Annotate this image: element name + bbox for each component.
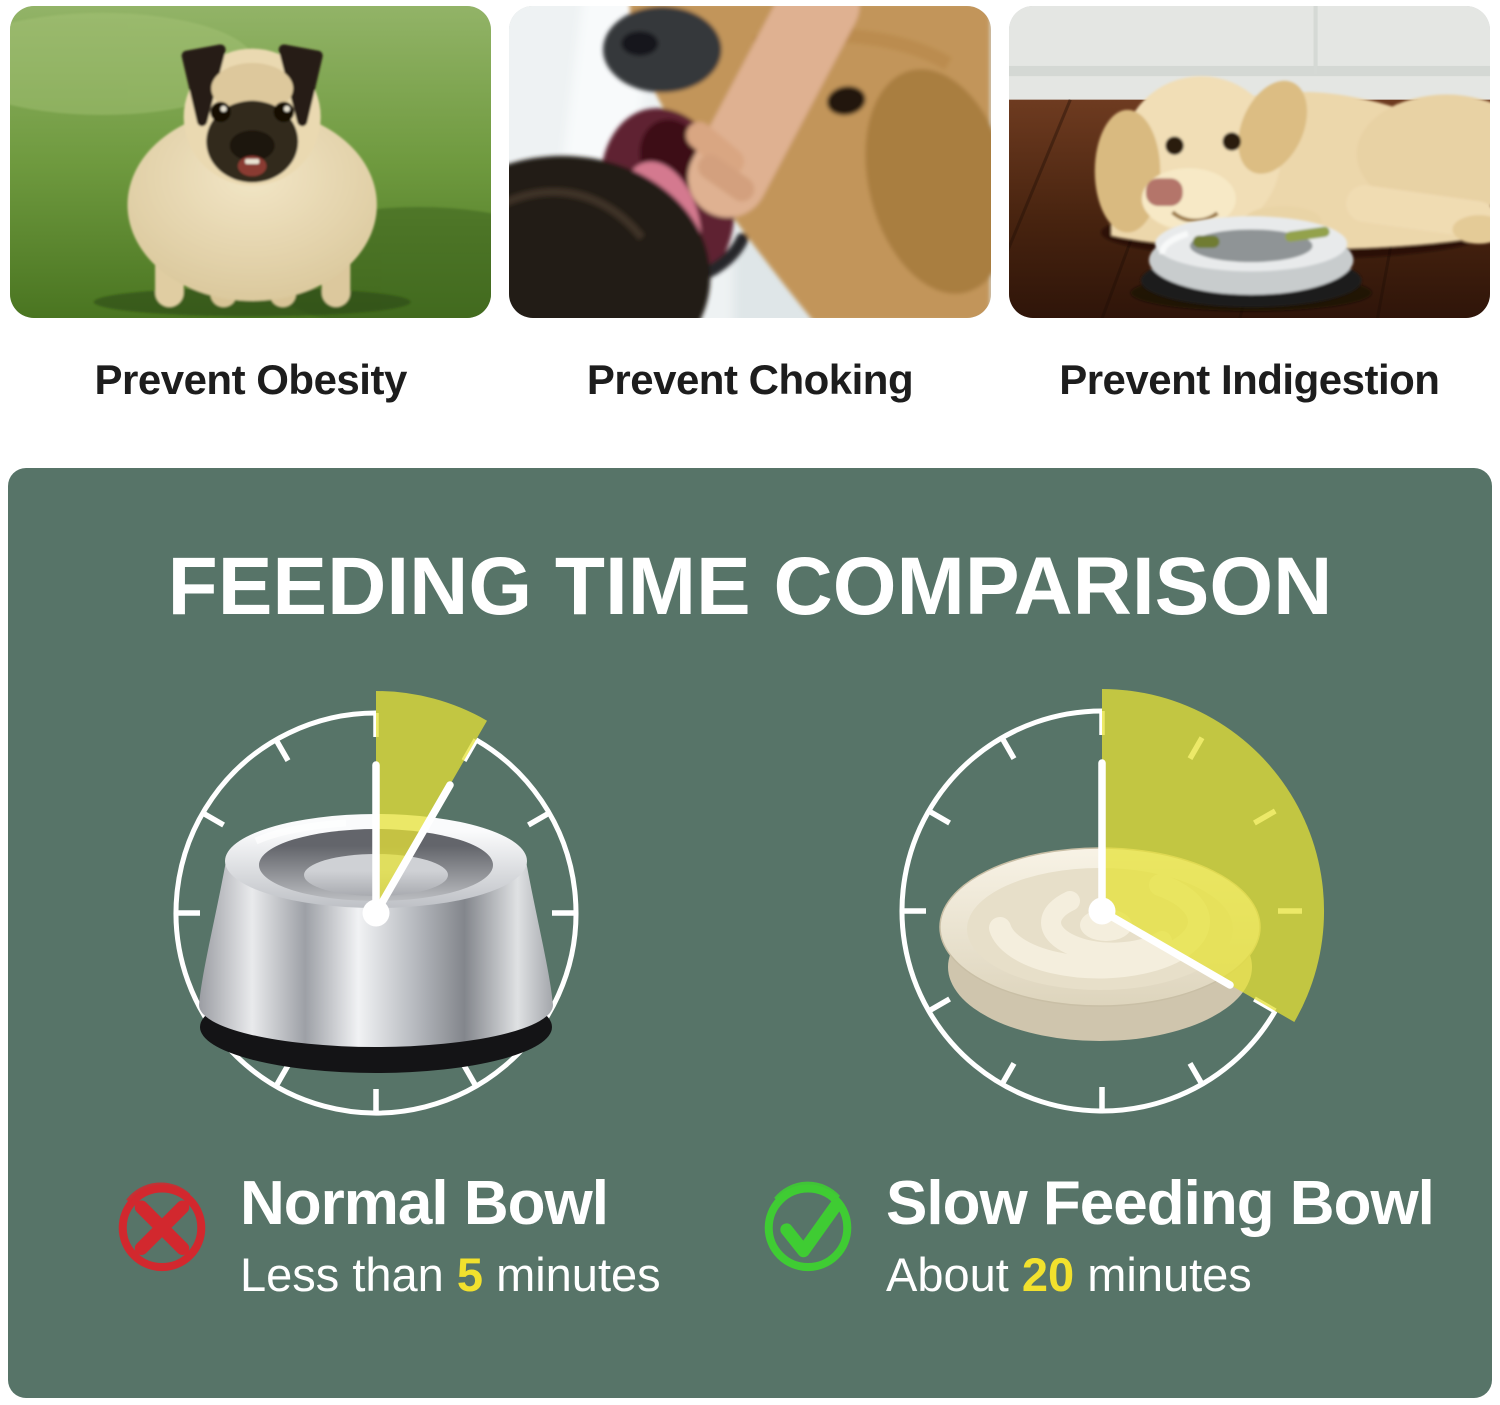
caption-prevent-obesity: Prevent Obesity (94, 356, 408, 403)
duration-prefix: About (886, 1248, 1022, 1302)
normal-bowl-clock (173, 691, 579, 1116)
benefit-captions-row: Prevent Obesity Prevent Choking Prevent … (10, 356, 1490, 404)
slow-bowl-label: Slow Feeding Bowl (886, 1169, 1435, 1238)
duration-suffix: minutes (1074, 1248, 1252, 1302)
benefit-photos-row (10, 6, 1490, 318)
slow-bowl-legend: Slow Feeding Bowl About 20 minutes (758, 1169, 1435, 1302)
clock-center-dot (1088, 897, 1116, 925)
feeding-time-comparison-panel: FEEDING TIME COMPARISON (8, 468, 1492, 1398)
caption-prevent-choking: Prevent Choking (586, 356, 914, 403)
normal-bowl-label: Normal Bowl (240, 1169, 609, 1238)
slow-feeder-clock (899, 689, 1325, 1114)
caption-prevent-indigestion: Prevent Indigestion (1059, 356, 1440, 403)
labrador-floor-illustration (1008, 6, 1490, 318)
clock-hands (372, 761, 454, 917)
clock-wedge-5min (376, 691, 487, 913)
dog-mouth-check-illustration (509, 6, 991, 318)
clock-wedge-20min (1102, 689, 1325, 1022)
slow-bowl-duration: About 20 minutes (886, 1247, 1434, 1302)
duration-suffix: minutes (483, 1248, 661, 1302)
photo-indigestion-dog (1008, 6, 1490, 318)
normal-bowl-text: Normal Bowl Less than 5 minutes (240, 1169, 661, 1302)
clock-face (173, 710, 579, 1116)
photo-choking-check (509, 6, 991, 318)
clock-hands (1098, 759, 1234, 989)
clock-face (899, 708, 1278, 1114)
pug-on-grass-illustration (10, 6, 492, 318)
normal-bowl-duration: Less than 5 minutes (240, 1247, 661, 1302)
section-title: FEEDING TIME COMPARISON (167, 541, 1333, 632)
duration-prefix: Less than (240, 1248, 457, 1302)
clock-center-dot (362, 899, 390, 927)
duration-value: 20 (1021, 1248, 1075, 1302)
duration-value: 5 (456, 1248, 484, 1302)
check-circle-icon (764, 1181, 852, 1272)
normal-bowl-legend: Normal Bowl Less than 5 minutes (112, 1169, 661, 1302)
slow-bowl-text: Slow Feeding Bowl About 20 minutes (886, 1169, 1435, 1302)
photo-overweight-pug (10, 6, 492, 318)
x-circle-icon (118, 1182, 206, 1272)
